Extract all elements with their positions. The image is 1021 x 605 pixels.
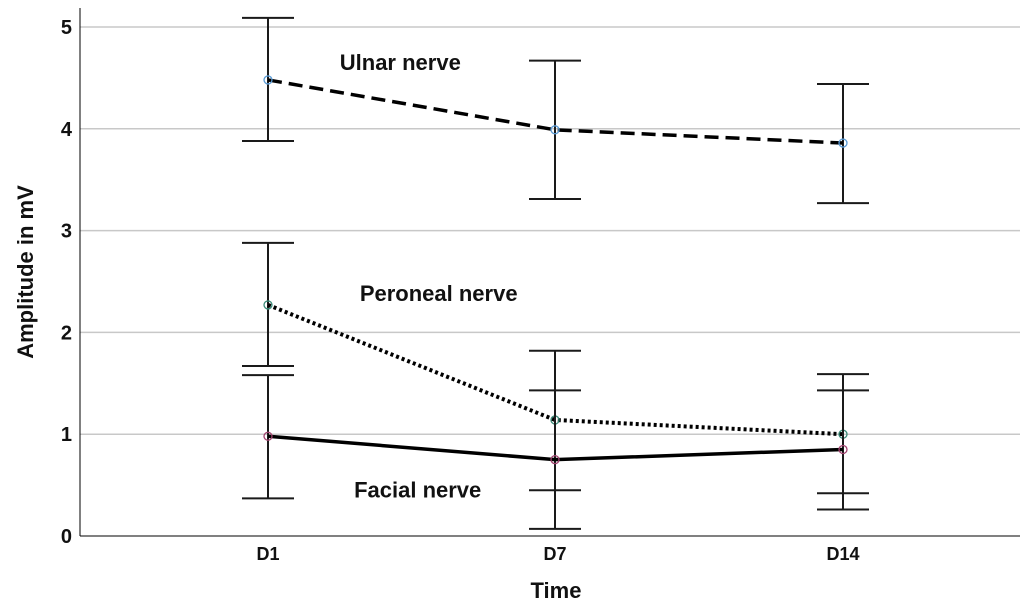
x-tick-label: D1	[256, 544, 279, 564]
y-tick-labels: 0 1 2 3 4 5	[61, 17, 73, 548]
x-axis-title: Time	[531, 578, 582, 603]
series-annotation: Ulnar nerve	[340, 50, 461, 75]
y-tick-label: 3	[61, 221, 72, 243]
series-annotation: Peroneal nerve	[360, 281, 518, 306]
data-point	[550, 454, 560, 465]
data-point	[263, 431, 273, 441]
y-tick-label: 5	[61, 17, 72, 39]
data-point	[838, 444, 848, 455]
series-2	[242, 374, 869, 530]
data-point	[263, 75, 273, 85]
series-annotation: Facial nerve	[354, 477, 481, 502]
series-0	[242, 16, 869, 205]
data-point	[550, 125, 560, 135]
x-tick-labels: D1 D7 D14	[256, 544, 859, 564]
y-axis-title: Amplitude in mV	[13, 185, 38, 359]
y-tick-label: 2	[61, 322, 72, 344]
x-tick-label: D14	[826, 544, 859, 564]
y-tick-label: 1	[61, 424, 72, 446]
gridlines	[80, 26, 1020, 435]
series-line	[267, 78, 844, 145]
series-line	[267, 303, 844, 437]
data-point	[838, 138, 848, 148]
series-line	[267, 434, 844, 462]
axes	[79, 8, 1020, 537]
x-tick-label: D7	[543, 544, 566, 564]
y-tick-label: 0	[61, 526, 72, 548]
data-point	[263, 300, 273, 310]
series	[242, 16, 869, 530]
annotations: Ulnar nerve Peroneal nerve Facial nerve	[340, 50, 518, 503]
y-tick-label: 4	[61, 119, 73, 141]
